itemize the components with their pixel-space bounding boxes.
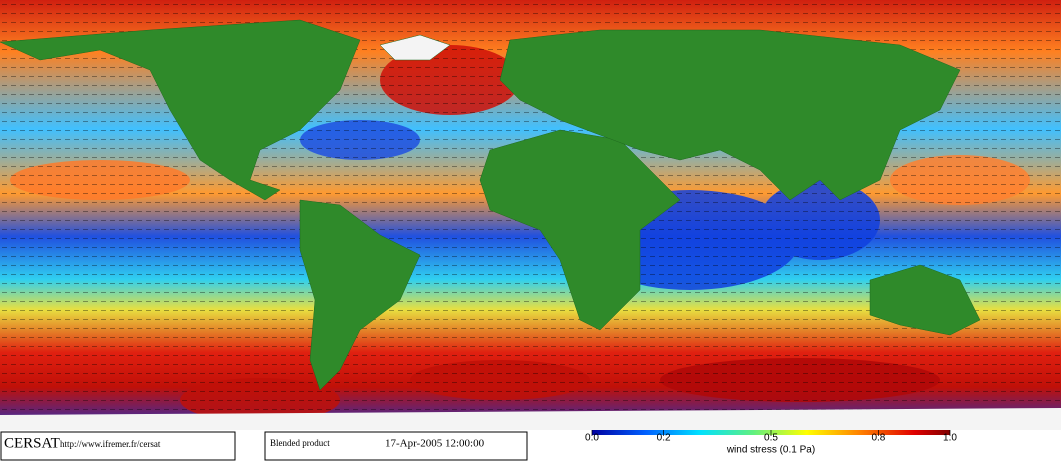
continents — [0, 19, 981, 391]
logo: CERSAT — [4, 435, 60, 451]
date: 17-Apr-2005 12:00:00 — [385, 438, 485, 450]
product: Blended product — [270, 438, 330, 448]
url: http://www.ifremer.fr/cersat — [60, 439, 161, 449]
colorbar-tick-label: 0.8 — [871, 433, 885, 444]
colorbar-tick-label: 0.5 — [764, 433, 778, 444]
colorbar-tick-label: 0.0 — [585, 433, 599, 444]
colorbar-tick-label: 1.0 — [943, 433, 957, 444]
logo-box — [0, 431, 236, 461]
antarctica — [0, 408, 1061, 430]
product-box — [264, 431, 528, 461]
colorbar-tick-label: 0.2 — [657, 433, 671, 444]
colorbar-label: wind stress (0.1 Pa) — [726, 445, 815, 456]
